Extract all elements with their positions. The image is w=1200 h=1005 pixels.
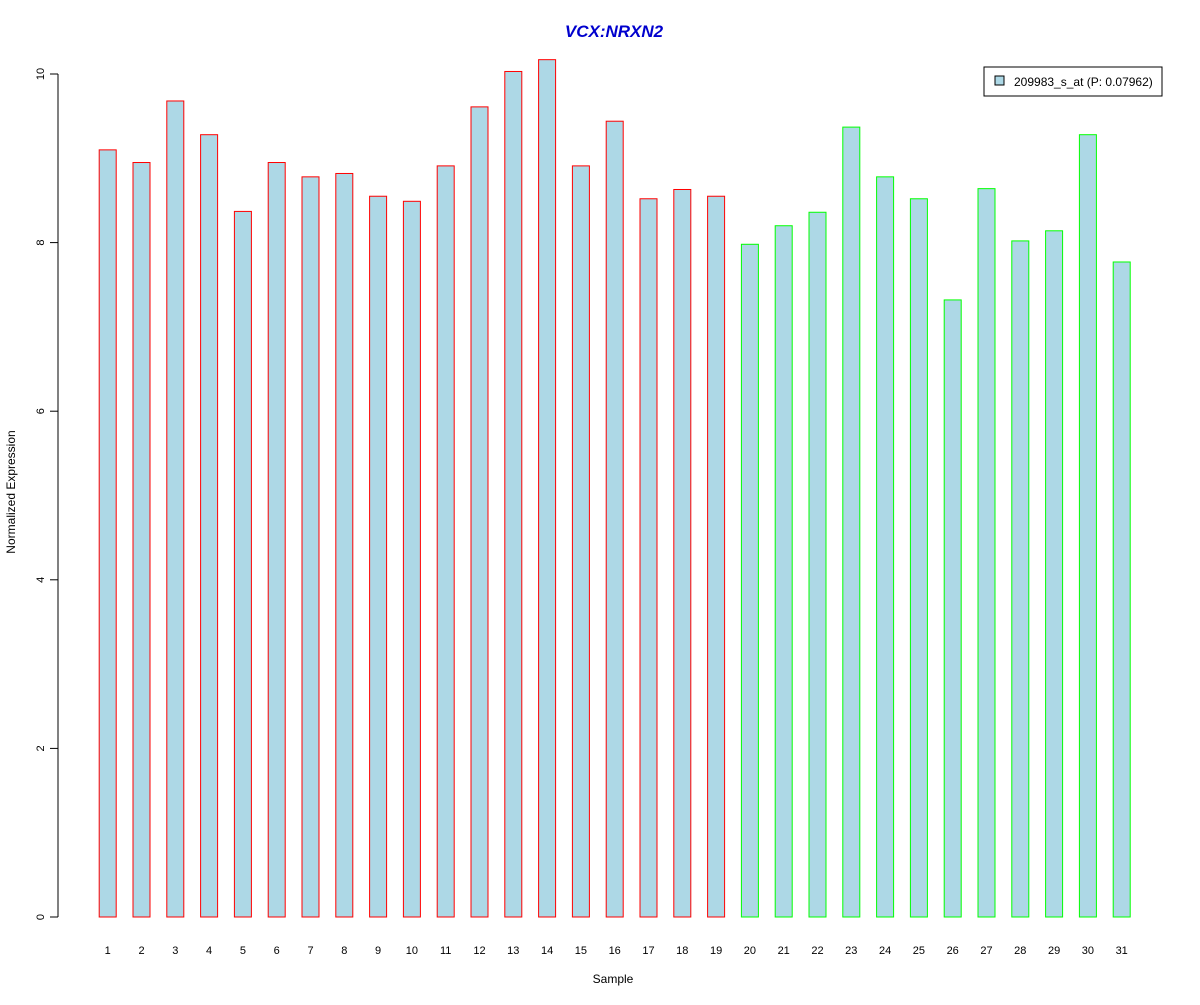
- bar: [943, 299, 962, 918]
- bar: [470, 106, 489, 918]
- x-tick-label: 29: [1048, 945, 1060, 957]
- x-tick-label: 31: [1116, 945, 1128, 957]
- bar: [335, 172, 354, 918]
- x-tick-label: 25: [913, 945, 925, 957]
- x-tick-label: 4: [206, 945, 212, 957]
- bar: [707, 195, 726, 918]
- bar: [436, 165, 455, 918]
- bar: [166, 100, 185, 918]
- y-tick-label: 6: [35, 408, 47, 414]
- y-tick-label: 2: [35, 745, 47, 751]
- y-axis-label: Normalized Expression: [4, 430, 18, 553]
- bar: [301, 176, 320, 918]
- x-tick-label: 10: [406, 945, 418, 957]
- x-tick-label: 9: [375, 945, 381, 957]
- y-tick-label: 4: [35, 577, 47, 583]
- bar: [977, 188, 996, 918]
- x-tick-label: 3: [172, 945, 178, 957]
- legend-swatch: [994, 75, 1005, 86]
- bar: [842, 126, 861, 918]
- bar: [1045, 230, 1064, 918]
- bar: [909, 198, 928, 918]
- x-tick-label: 27: [980, 945, 992, 957]
- x-tick-label: 20: [744, 945, 756, 957]
- bar: [774, 225, 793, 918]
- bar: [673, 188, 692, 918]
- x-tick-label: 21: [778, 945, 790, 957]
- bar: [605, 120, 624, 918]
- y-tick-label: 0: [35, 914, 47, 920]
- x-tick-label: 24: [879, 945, 891, 957]
- y-tick-label: 10: [35, 68, 47, 80]
- y-axis: 0 2 4 6 8 10: [35, 68, 59, 920]
- x-tick-label: 30: [1082, 945, 1094, 957]
- bar: [1011, 240, 1030, 918]
- x-axis-ticks: 1 2 3 4 5 6 7 8 9 10 11 12 13 14 15 16 17 18 19 20 21 22 23 24 2…: [105, 945, 1128, 957]
- x-tick-label: 1: [105, 945, 111, 957]
- bar: [98, 149, 117, 918]
- bar: [808, 211, 827, 918]
- x-tick-label: 14: [541, 945, 553, 957]
- x-tick-label: 23: [845, 945, 857, 957]
- legend-label: 209983_s_at (P: 0.07962): [1014, 75, 1153, 89]
- x-tick-label: 17: [642, 945, 654, 957]
- bar: [639, 198, 658, 918]
- bar: [369, 195, 388, 918]
- bar: [233, 210, 252, 918]
- x-axis-label: Sample: [593, 972, 634, 986]
- x-tick-label: 6: [274, 945, 280, 957]
- bar: [402, 200, 421, 918]
- bars: [98, 59, 1131, 918]
- x-tick-label: 28: [1014, 945, 1026, 957]
- x-tick-label: 12: [473, 945, 485, 957]
- x-tick-label: 5: [240, 945, 246, 957]
- bar: [267, 162, 286, 918]
- bar: [200, 134, 219, 918]
- bar: [1078, 134, 1097, 918]
- bar: [1112, 261, 1131, 918]
- y-tick-label: 8: [35, 240, 47, 246]
- bar: [538, 59, 557, 918]
- x-tick-label: 13: [507, 945, 519, 957]
- x-tick-label: 11: [440, 945, 451, 957]
- legend-box: [983, 66, 1163, 97]
- bar: [571, 165, 590, 918]
- x-tick-label: 8: [341, 945, 347, 957]
- bar: [504, 70, 523, 918]
- bar: [876, 176, 895, 918]
- x-tick-label: 7: [307, 945, 313, 957]
- bar: [740, 243, 759, 918]
- bar: [132, 162, 151, 918]
- legend: 209983_s_at (P: 0.07962): [983, 66, 1163, 97]
- x-tick-label: 19: [710, 945, 722, 957]
- chart-title: VCX:NRXN2: [565, 22, 664, 41]
- x-tick-label: 18: [676, 945, 688, 957]
- x-tick-label: 2: [138, 945, 144, 957]
- x-tick-label: 22: [811, 945, 823, 957]
- x-tick-label: 26: [947, 945, 959, 957]
- x-tick-label: 15: [575, 945, 587, 957]
- x-tick-label: 16: [609, 945, 621, 957]
